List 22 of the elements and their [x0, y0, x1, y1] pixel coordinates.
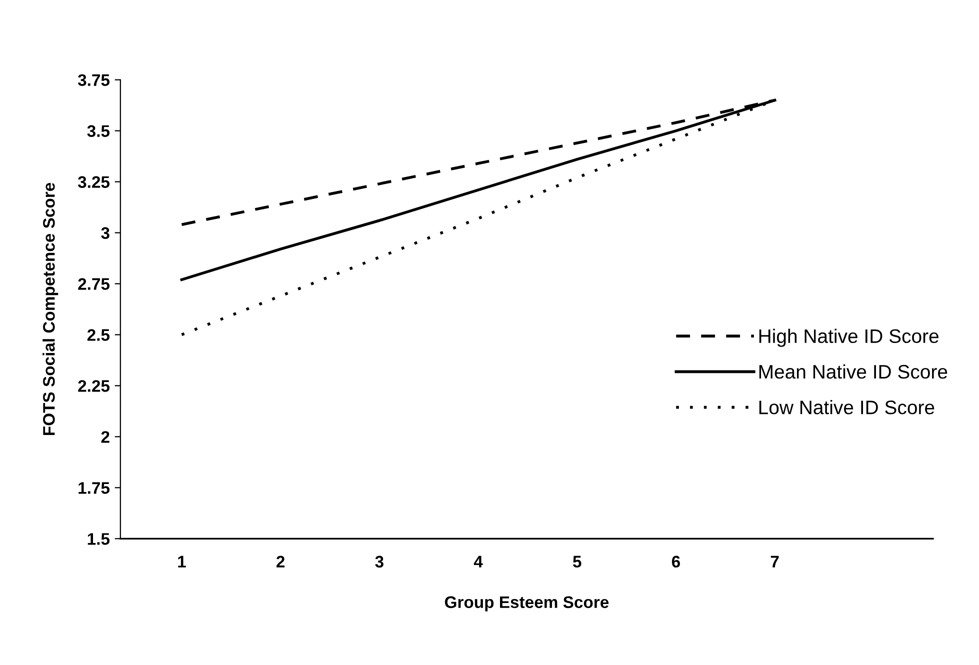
y-tick-label: 3.75 — [78, 74, 110, 86]
x-axis-title: Group Esteem Score — [444, 596, 609, 612]
y-tick-label: 2 — [101, 431, 110, 443]
x-tick-label: 5 — [572, 556, 582, 568]
y-tick-label: 2.25 — [78, 380, 110, 392]
legend-label: Mean Native ID Score — [759, 364, 948, 379]
legend-label: Low Native ID Score — [759, 400, 934, 414]
x-tick-label: 6 — [672, 556, 680, 568]
x-tick-label: 2 — [276, 556, 285, 568]
y-tick-label: 2.5 — [87, 329, 110, 341]
y-tick-label: 1.75 — [78, 482, 110, 494]
x-tick-label: 3 — [375, 556, 384, 568]
x-tick-label: 1 — [178, 556, 186, 568]
y-tick-label: 2.75 — [78, 278, 110, 290]
x-tick-label: 4 — [474, 556, 483, 568]
y-tick-label: 3 — [101, 227, 110, 239]
y-tick-label: 3.5 — [87, 125, 110, 138]
y-tick-label: 1.5 — [88, 533, 110, 545]
y-axis-title: FOTS Social Competence Score — [42, 182, 58, 435]
y-tick-label: 3.25 — [78, 176, 110, 188]
x-tick-label: 7 — [770, 556, 779, 568]
legend-label: High Native ID Score — [759, 328, 938, 347]
